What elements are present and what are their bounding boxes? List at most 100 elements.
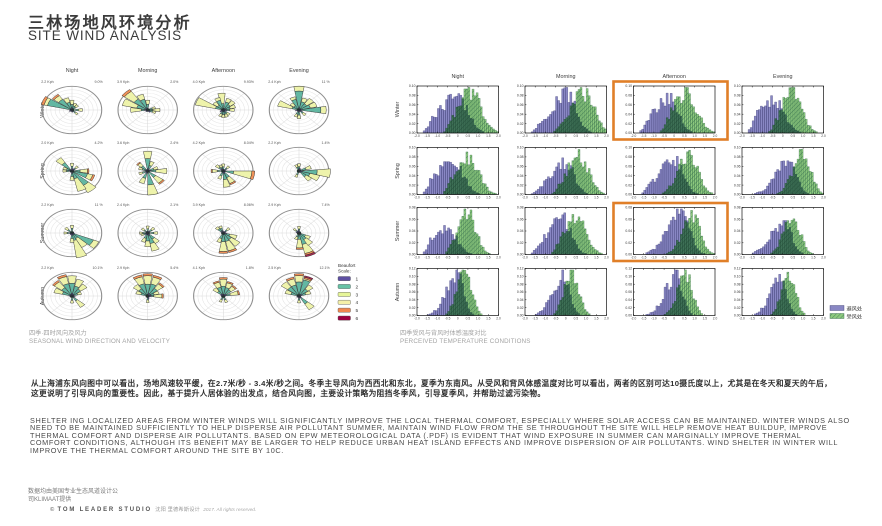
svg-text:-0.5: -0.5 [445, 134, 451, 138]
svg-text:0.10: 0.10 [734, 84, 741, 88]
svg-text:0.02: 0.02 [409, 122, 416, 126]
svg-text:0.08: 0.08 [625, 206, 632, 210]
svg-text:1.0: 1.0 [801, 134, 806, 138]
svg-text:0.08: 0.08 [734, 155, 741, 159]
svg-text:8.04%: 8.04% [244, 141, 255, 145]
svg-text:-0.5: -0.5 [553, 317, 559, 321]
svg-text:4.2 Kph: 4.2 Kph [193, 141, 205, 145]
svg-text:-2.0: -2.0 [414, 196, 420, 200]
svg-text:-1.0: -1.0 [651, 134, 657, 138]
svg-text:1.0: 1.0 [476, 317, 481, 321]
svg-text:12.1%: 12.1% [319, 266, 330, 270]
svg-text:1.5: 1.5 [703, 196, 708, 200]
svg-text:0.06: 0.06 [517, 217, 524, 221]
svg-text:-2.0: -2.0 [739, 256, 745, 260]
svg-text:Winter: Winter [395, 102, 401, 118]
svg-text:0: 0 [457, 196, 459, 200]
svg-text:2.0: 2.0 [713, 134, 718, 138]
svg-text:9.0%: 9.0% [94, 80, 103, 84]
svg-text:0.06: 0.06 [625, 217, 632, 221]
svg-text:2.4 Kph: 2.4 Kph [268, 80, 280, 84]
svg-text:0.5: 0.5 [574, 256, 579, 260]
svg-text:0.5: 0.5 [682, 317, 687, 321]
svg-text:-1.5: -1.5 [532, 134, 538, 138]
svg-text:0.06: 0.06 [409, 165, 416, 169]
svg-text:2.0: 2.0 [496, 317, 501, 321]
svg-text:1.0: 1.0 [801, 317, 806, 321]
svg-text:0.06: 0.06 [625, 165, 632, 169]
svg-text:0.02: 0.02 [734, 183, 741, 187]
svg-text:0.04: 0.04 [517, 298, 524, 302]
svg-text:0.5: 0.5 [574, 134, 579, 138]
svg-text:Spring: Spring [395, 163, 401, 179]
svg-text:1.0: 1.0 [692, 317, 697, 321]
svg-text:0.02: 0.02 [517, 122, 524, 126]
svg-text:2.4%: 2.4% [170, 141, 179, 145]
svg-text:Afternoon: Afternoon [663, 74, 686, 80]
svg-text:0.04: 0.04 [409, 229, 416, 233]
svg-text:Night: Night [66, 68, 79, 74]
svg-text:-2.0: -2.0 [522, 134, 528, 138]
svg-text:-1.0: -1.0 [543, 256, 549, 260]
svg-text:-2.0: -2.0 [631, 134, 637, 138]
svg-text:0.02: 0.02 [734, 241, 741, 245]
svg-text:0.10: 0.10 [734, 275, 741, 279]
svg-text:0.00: 0.00 [625, 314, 632, 318]
svg-text:0.5: 0.5 [791, 196, 796, 200]
svg-text:0: 0 [782, 256, 784, 260]
svg-text:Summer: Summer [395, 221, 401, 242]
svg-text:1.0: 1.0 [476, 134, 481, 138]
svg-text:0.5: 0.5 [574, 317, 579, 321]
svg-text:0.02: 0.02 [625, 122, 632, 126]
svg-text:-1.5: -1.5 [532, 317, 538, 321]
svg-text:11 %: 11 % [95, 203, 104, 207]
svg-text:-2.0: -2.0 [414, 256, 420, 260]
svg-text:1.4%: 1.4% [321, 141, 330, 145]
svg-text:2.0: 2.0 [604, 317, 609, 321]
svg-text:0.06: 0.06 [734, 165, 741, 169]
svg-text:0.00: 0.00 [625, 193, 632, 197]
svg-text:0.06: 0.06 [409, 217, 416, 221]
svg-text:0: 0 [565, 196, 567, 200]
svg-text:0.5: 0.5 [791, 317, 796, 321]
svg-text:-1.0: -1.0 [435, 317, 441, 321]
svg-text:0.08: 0.08 [734, 94, 741, 98]
svg-text:1.0: 1.0 [692, 134, 697, 138]
svg-text:1.5: 1.5 [811, 317, 816, 321]
svg-text:0: 0 [673, 196, 675, 200]
svg-text:0.04: 0.04 [734, 174, 741, 178]
svg-text:-0.5: -0.5 [770, 317, 776, 321]
svg-text:2.2 Kph: 2.2 Kph [268, 141, 280, 145]
svg-text:4.0 Kph: 4.0 Kph [193, 80, 205, 84]
svg-text:8.06%: 8.06% [244, 203, 255, 207]
svg-text:-2.0: -2.0 [414, 317, 420, 321]
svg-text:0: 0 [565, 134, 567, 138]
svg-text:2.0: 2.0 [821, 196, 826, 200]
svg-text:0.02: 0.02 [409, 183, 416, 187]
svg-text:0.5: 0.5 [466, 196, 471, 200]
svg-text:0.06: 0.06 [409, 290, 416, 294]
svg-text:0.5: 0.5 [682, 256, 687, 260]
svg-text:5: 5 [356, 308, 359, 314]
svg-text:0.10: 0.10 [625, 84, 632, 88]
svg-text:0.00: 0.00 [409, 253, 416, 257]
svg-text:0.04: 0.04 [734, 229, 741, 233]
svg-text:0.06: 0.06 [734, 290, 741, 294]
svg-text:1.5: 1.5 [486, 134, 491, 138]
svg-text:0.5: 0.5 [466, 317, 471, 321]
svg-text:0.06: 0.06 [517, 290, 524, 294]
svg-text:-2.0: -2.0 [522, 256, 528, 260]
svg-text:-0.5: -0.5 [770, 134, 776, 138]
svg-text:-0.5: -0.5 [661, 196, 667, 200]
svg-text:0.12: 0.12 [734, 267, 741, 271]
svg-text:0.00: 0.00 [734, 131, 741, 135]
svg-text:0.00: 0.00 [734, 193, 741, 197]
svg-text:2.2 Kph: 2.2 Kph [41, 80, 53, 84]
svg-text:-0.5: -0.5 [445, 256, 451, 260]
svg-text:-1.0: -1.0 [435, 134, 441, 138]
svg-text:2.4 Kph: 2.4 Kph [117, 203, 129, 207]
svg-text:1.5: 1.5 [703, 256, 708, 260]
svg-text:1.5: 1.5 [594, 317, 599, 321]
svg-text:2.0: 2.0 [496, 196, 501, 200]
svg-text:1.0: 1.0 [584, 134, 589, 138]
